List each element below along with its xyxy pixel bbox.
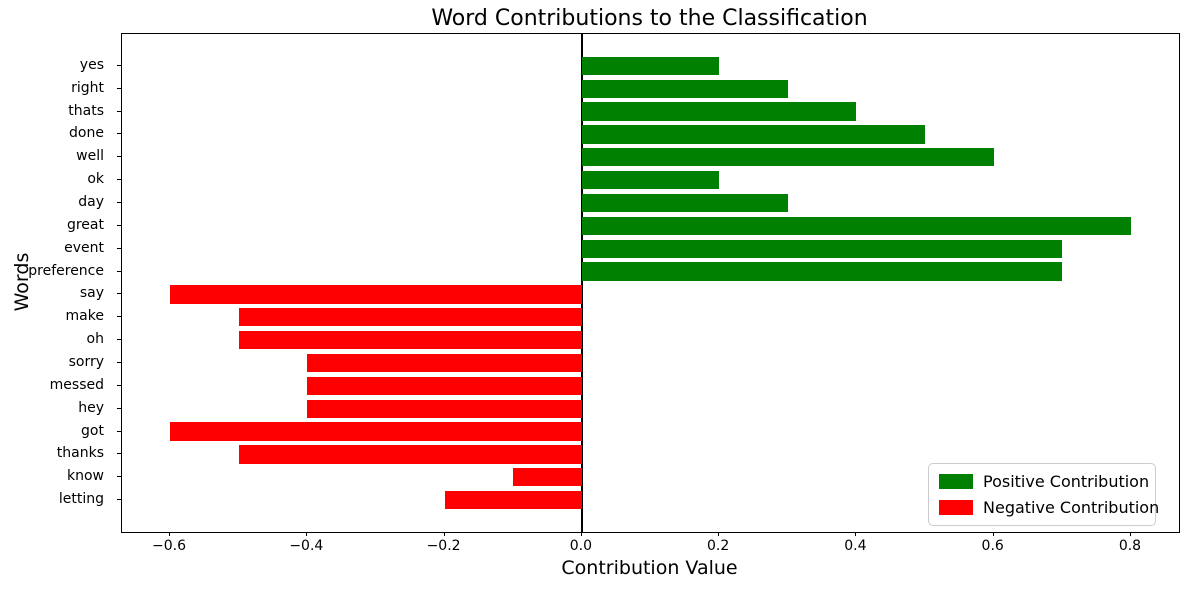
zero-line [581,34,583,532]
x-tick-mark [718,532,720,536]
x-tick-mark [580,532,582,536]
chart-title: Word Contributions to the Classification [431,6,868,31]
x-tick-label-−0.6: −0.6 [152,538,187,554]
y-tick-mark [117,224,121,226]
bar-right [581,79,788,98]
y-tick-label-got: got [81,422,104,439]
x-tick-label-−0.2: −0.2 [426,538,461,554]
bar-event [581,239,1063,258]
y-tick-mark [117,179,121,181]
bar-make [238,308,582,327]
y-tick-mark [117,316,121,318]
y-tick-label-ok: ok [87,171,104,188]
bar-ok [581,170,720,190]
legend-label-negative: Negative Contribution [983,498,1160,517]
bar-say [170,285,582,304]
y-tick-label-preference: preference [28,262,104,279]
y-tick-label-thats: thats [68,102,104,119]
y-tick-label-make: make [65,308,104,325]
bar-great [581,216,1131,235]
y-tick-mark [117,339,121,341]
y-tick-label-great: great [66,216,104,233]
y-tick-label-messed: messed [49,376,104,393]
y-tick-label-letting: letting [58,491,104,508]
positive-swatch-icon [939,474,973,489]
legend-row-negative: Negative Contribution [939,498,1159,517]
bar-day [581,193,788,213]
bar-oh [238,331,582,350]
x-tick-label-0.4: 0.4 [844,538,867,554]
x-tick-label-0.6: 0.6 [981,538,1004,554]
legend-label-positive: Positive Contribution [983,472,1150,491]
plot-area [121,33,1180,533]
bar-yes [581,56,720,75]
bar-hey [307,399,582,418]
y-tick-label-event: event [64,239,104,256]
y-tick-label-thanks: thanks [56,445,104,462]
bar-done [581,125,926,144]
y-tick-label-right: right [71,79,104,96]
x-tick-label-0.2: 0.2 [706,538,730,554]
y-tick-label-sorry: sorry [68,354,104,371]
bar-thanks [238,445,582,464]
y-tick-labels: yes right thats done well ok day great event pref… [0,33,112,531]
y-tick-label-done: done [69,125,104,142]
y-tick-label-day: day [78,193,104,210]
x-tick-label-0.8: 0.8 [1118,538,1142,554]
x-tick-mark [992,532,994,536]
legend: Positive Contribution Negative Contribut… [928,463,1159,526]
x-axis-label: Contribution Value [561,557,738,579]
y-tick-mark [117,362,121,364]
bar-got [170,422,582,441]
negative-swatch-icon [939,500,973,515]
y-tick-mark [117,87,121,89]
y-tick-mark [117,384,121,386]
x-tick-mark [1129,532,1131,536]
bar-letting [444,491,582,510]
y-tick-label-yes: yes [79,56,104,73]
y-tick-mark [117,430,121,432]
y-tick-mark [117,270,121,272]
x-tick-mark [855,532,857,536]
x-tick-mark [306,532,308,536]
bar-thats [581,102,857,121]
y-tick-label-say: say [79,285,104,302]
bar-messed [307,376,582,396]
x-tick-mark [443,532,445,536]
y-tick-mark [117,476,121,478]
y-tick-mark [117,156,121,158]
y-tick-mark [117,201,121,203]
x-tick-mark [169,532,171,536]
y-tick-label-know: know [67,468,104,485]
y-tick-mark [117,407,121,409]
legend-row-positive: Positive Contribution [939,472,1149,491]
y-tick-mark [117,499,121,501]
y-tick-mark [117,133,121,135]
y-tick-mark [117,453,121,455]
bar-well [581,148,994,167]
x-tick-label-−0.4: −0.4 [289,538,324,554]
y-tick-label-oh: oh [86,331,104,348]
bar-preference [581,262,1063,281]
y-tick-label-well: well [76,148,104,165]
y-tick-mark [117,293,121,295]
bar-sorry [307,353,582,373]
y-tick-label-hey: hey [78,399,104,416]
y-tick-mark [117,64,121,66]
x-tick-label-0.0: 0.0 [569,538,592,554]
y-tick-mark [117,110,121,112]
bar-know [513,468,582,487]
y-tick-mark [117,247,121,249]
